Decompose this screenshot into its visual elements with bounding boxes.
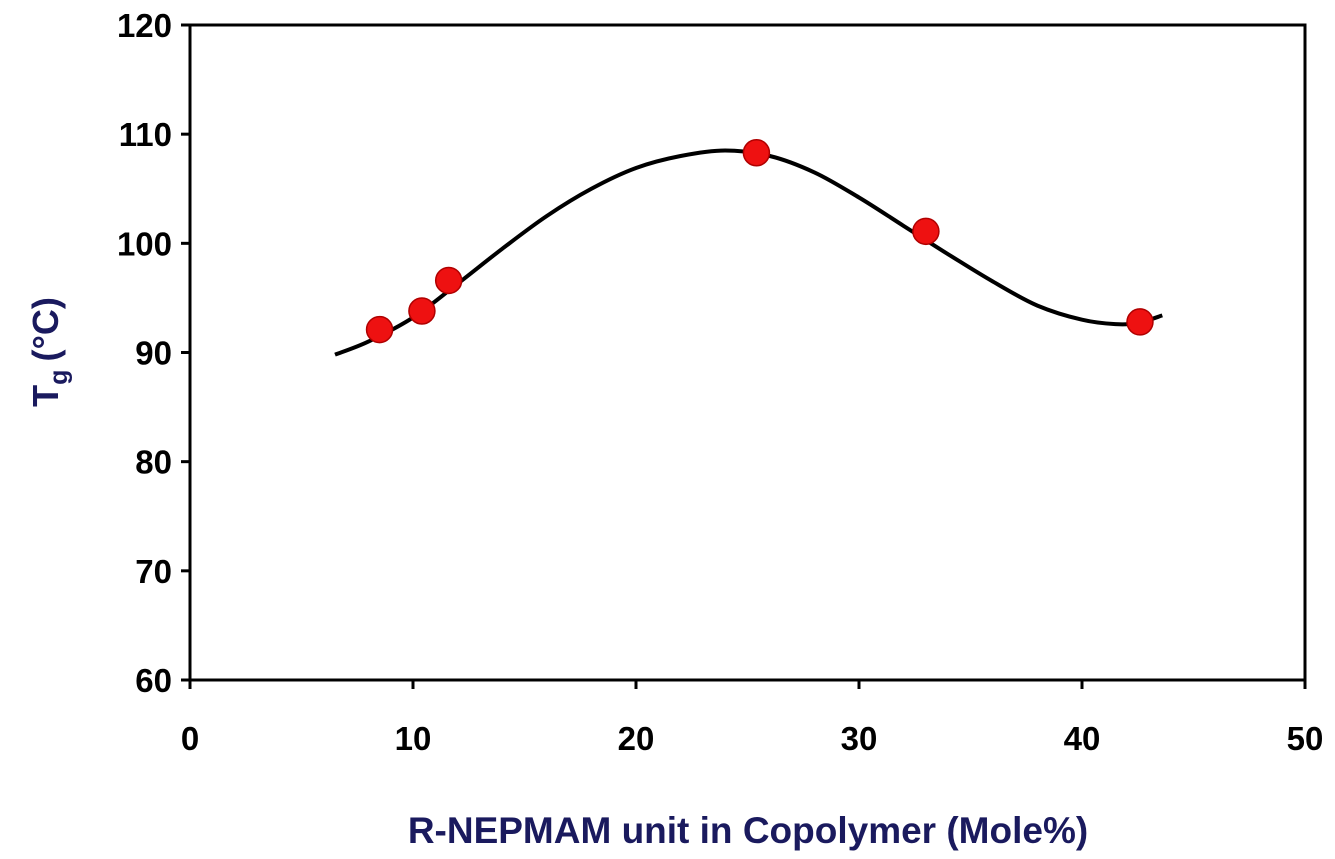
data-point [434,266,463,295]
y-tick-label: 70 [135,553,172,590]
x-tick-label: 0 [181,720,199,757]
data-point [742,138,771,167]
y-tick-label: 100 [117,225,172,262]
data-point [1126,308,1154,336]
x-tick-label: 10 [395,720,432,757]
x-axis-title: R-NEPMAM unit in Copolymer (Mole%) [408,810,1088,851]
x-tick-label: 50 [1287,720,1324,757]
y-tick-label: 90 [135,335,172,372]
y-tick-label: 60 [135,662,172,699]
data-points [365,138,1154,344]
x-tick-label: 20 [618,720,655,757]
y-axis-ticks: 60 70 80 90 100 110 120 [117,7,190,699]
x-axis-ticks: 0 10 20 30 40 50 [181,680,1324,757]
y-axis-title-unit: (°C) [25,297,66,361]
data-point [365,315,394,344]
x-tick-label: 40 [1064,720,1101,757]
y-tick-label: 120 [117,7,172,44]
fit-curve [334,148,1163,357]
data-point [408,297,436,325]
data-point [912,217,940,246]
y-axis-title-subscript: g [45,370,73,385]
y-tick-label: 110 [119,116,172,153]
y-axis-title-main: T [25,385,66,407]
x-tick-label: 30 [841,720,878,757]
y-tick-label: 80 [135,444,172,481]
plot-frame [188,23,1307,682]
y-axis-title: Tg (°C) [25,297,73,407]
